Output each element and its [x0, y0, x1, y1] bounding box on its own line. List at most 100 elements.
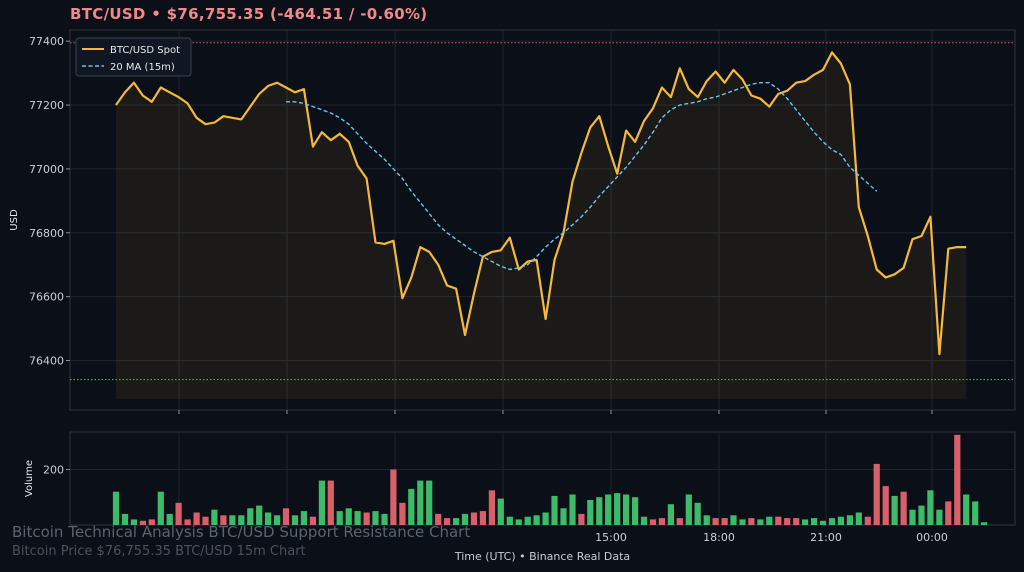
price-panel: 76400 76600 76800 77000 77200 77400 USD BTC/USD… [9, 29, 1016, 414]
volume-bar [730, 515, 737, 525]
legend-ma-label: 20 MA (15m) [110, 62, 175, 73]
volume-bar [766, 516, 773, 525]
volume-bar [372, 511, 379, 525]
volume-bar [811, 518, 818, 525]
volume-bar [640, 516, 648, 525]
volume-bar [238, 515, 245, 525]
legend: BTC/USD Spot 20 MA (15m) [75, 37, 192, 77]
volume-bar [578, 513, 585, 525]
volume-bar [112, 491, 120, 525]
volume-bar [542, 512, 549, 525]
volume-bar [184, 519, 191, 525]
y-tick-label: 77200 [29, 99, 64, 112]
volume-bar [363, 512, 370, 525]
volume-bar [909, 509, 916, 525]
volume-bar [676, 518, 683, 525]
volume-bar [533, 515, 540, 525]
volume-bar [551, 495, 558, 525]
volume-bar [435, 513, 442, 525]
volume-bar [327, 480, 334, 525]
volume-bar [381, 513, 388, 525]
y-tick-label: 77400 [29, 35, 64, 48]
volume-bar [220, 515, 227, 525]
watermark-title: Bitcoin Technical Analysis BTC/USD Suppo… [12, 523, 471, 541]
volume-bar [309, 516, 316, 525]
volume-plot-area [69, 431, 1016, 526]
x-tick-label: 15:00 [595, 531, 627, 544]
volume-bar [784, 518, 791, 525]
volume-bar [444, 518, 451, 525]
y-tick-label: 76800 [29, 227, 64, 240]
price-plot-area [69, 29, 1016, 411]
volume-bar [399, 502, 406, 525]
volume-bar [300, 511, 307, 525]
chart-title: BTC/USD • $76,755.35 (-464.51 / -0.60%) [70, 5, 428, 23]
volume-bar [614, 493, 621, 525]
volume-bar [497, 498, 504, 525]
x-tick-label: 21:00 [810, 531, 842, 544]
volume-bar [632, 497, 639, 525]
volume-bar [488, 490, 495, 525]
volume-bar [963, 494, 970, 525]
volume-panel: 200 Volume 15:00 18:00 21:00 00:00 [24, 431, 1016, 544]
y-axis-label: USD [9, 209, 20, 231]
volume-bar [882, 486, 889, 525]
volume-bar [318, 480, 325, 525]
watermark-subtitle: Bitcoin Price $76,755.35 BTC/USD 15m Cha… [12, 544, 306, 559]
volume-bar [229, 515, 236, 525]
volume-bar [166, 513, 173, 525]
volume-bar [748, 518, 755, 525]
volume-bar [802, 519, 809, 525]
legend-box [75, 37, 192, 77]
volume-bar [605, 494, 612, 525]
volume-bar [587, 500, 594, 525]
volume-bar [927, 490, 934, 525]
volume-bar [721, 518, 728, 525]
x-tick-label: 00:00 [916, 531, 948, 544]
volume-bar [390, 469, 397, 525]
volume-bar [524, 516, 531, 525]
volume-bar [972, 501, 979, 525]
volume-bar [739, 519, 746, 525]
ma-line [286, 81, 878, 271]
y-tick-label: 77000 [29, 163, 64, 176]
volume-bar [649, 519, 657, 525]
volume-bar [837, 516, 844, 525]
price-line [115, 51, 967, 356]
volume-bar [470, 512, 478, 525]
volume-bar [175, 502, 182, 525]
volume-bar [461, 513, 469, 525]
volume-bar [202, 516, 209, 525]
volume-bar [130, 519, 137, 525]
volume-bar [846, 515, 853, 525]
volume-bar [900, 491, 907, 525]
legend-price-label: BTC/USD Spot [110, 45, 180, 56]
volume-bar [793, 518, 800, 525]
volume-bar [408, 488, 415, 525]
volume-bar [873, 463, 880, 525]
volume-bar [658, 518, 665, 525]
volume-bar [479, 511, 486, 525]
volume-bar [426, 480, 433, 525]
volume-bar [211, 509, 218, 525]
volume-bar [918, 505, 925, 525]
volume-bar [775, 516, 782, 525]
volume-bar [685, 494, 692, 525]
volume-y-tick-label: 200 [43, 463, 64, 476]
volume-bar [515, 519, 522, 525]
volume-bar [265, 512, 272, 525]
volume-bar [667, 504, 674, 525]
volume-bar [694, 502, 701, 525]
volume-bar [855, 512, 862, 525]
volume-bar [453, 518, 460, 525]
volume-bar [282, 508, 290, 525]
volume-bar [569, 494, 576, 525]
volume-bar [417, 480, 424, 525]
volume-bar [703, 515, 710, 525]
volume-bar [336, 511, 343, 525]
x-tick-label: 18:00 [703, 531, 735, 544]
volume-bar [623, 494, 630, 525]
volume-bar [247, 508, 254, 525]
volume-bar [193, 512, 200, 525]
